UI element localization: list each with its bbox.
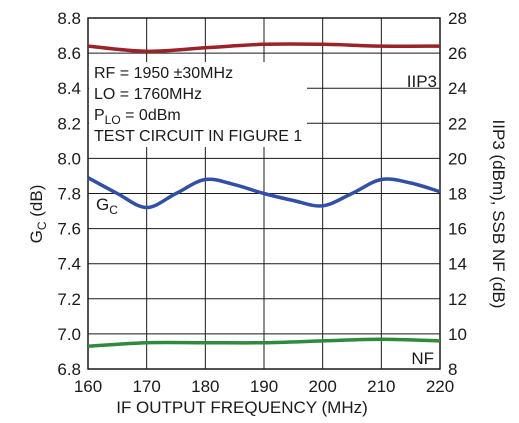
series-label-gc: GC — [96, 195, 118, 217]
y-right-tick-labels: 8 10 12 14 16 18 20 22 24 26 28 — [448, 9, 467, 379]
y-left-axis-title-main: G — [27, 230, 46, 243]
y-right-tick-label: 22 — [448, 114, 467, 133]
x-tick-label: 180 — [191, 377, 219, 396]
annotation-plo-rest: = 0dBm — [121, 107, 181, 124]
y-right-tick-label: 26 — [448, 44, 467, 63]
x-tick-label: 200 — [308, 377, 336, 396]
x-tick-label: 160 — [74, 377, 102, 396]
annotation-rf: RF = 1950 ±30MHz — [94, 65, 233, 82]
annotation-plo-sub: LO — [105, 113, 121, 127]
y-left-tick-label: 8.4 — [57, 79, 81, 98]
y-right-tick-label: 16 — [448, 220, 467, 239]
series-label-nf: NF — [411, 349, 434, 368]
x-axis-title: IF OUTPUT FREQUENCY (MHz) — [116, 398, 368, 417]
y-left-axis-title-sub: C — [35, 221, 49, 230]
annotation-test-circuit: TEST CIRCUIT IN FIGURE 1 — [94, 128, 302, 145]
series-label-gc-main: G — [96, 195, 109, 214]
x-tick-label: 210 — [367, 377, 395, 396]
y-left-tick-label: 7.2 — [57, 290, 81, 309]
y-right-axis-title: IIP3 (dBm), SSB NF (dB) — [489, 120, 508, 309]
y-left-axis-title: GC (dB) — [27, 185, 49, 244]
series-label-gc-sub: C — [109, 203, 118, 217]
annotation-lo: LO = 1760MHz — [94, 86, 202, 103]
y-left-tick-label: 7.4 — [57, 255, 81, 274]
y-right-tick-label: 8 — [448, 360, 457, 379]
x-tick-label: 220 — [426, 377, 454, 396]
y-right-tick-label: 18 — [448, 185, 467, 204]
y-left-tick-label: 7.6 — [57, 220, 81, 239]
y-right-tick-label: 20 — [448, 149, 467, 168]
y-right-tick-label: 28 — [448, 9, 467, 28]
y-left-tick-label: 7.8 — [57, 185, 81, 204]
series-label-iip3: IIP3 — [407, 72, 437, 91]
y-right-tick-label: 12 — [448, 290, 467, 309]
y-left-axis-title-rest: (dB) — [27, 185, 46, 222]
y-right-tick-label: 24 — [448, 79, 467, 98]
x-tick-labels: 160 170 180 190 200 210 220 — [74, 377, 454, 396]
y-left-tick-labels: 6.8 7.0 7.2 7.4 7.6 7.8 8.0 8.2 8.4 8.6 8.8 — [57, 9, 81, 379]
y-left-tick-label: 7.0 — [57, 325, 81, 344]
y-left-tick-label: 6.8 — [57, 360, 81, 379]
x-tick-label: 170 — [132, 377, 160, 396]
annotation-plo-main: P — [94, 107, 105, 124]
y-left-tick-label: 8.8 — [57, 9, 81, 28]
y-right-tick-label: 14 — [448, 255, 467, 274]
y-left-tick-label: 8.0 — [57, 149, 81, 168]
y-left-tick-label: 8.2 — [57, 114, 81, 133]
y-left-tick-label: 8.6 — [57, 44, 81, 63]
y-right-tick-label: 10 — [448, 325, 467, 344]
x-tick-label: 190 — [250, 377, 278, 396]
